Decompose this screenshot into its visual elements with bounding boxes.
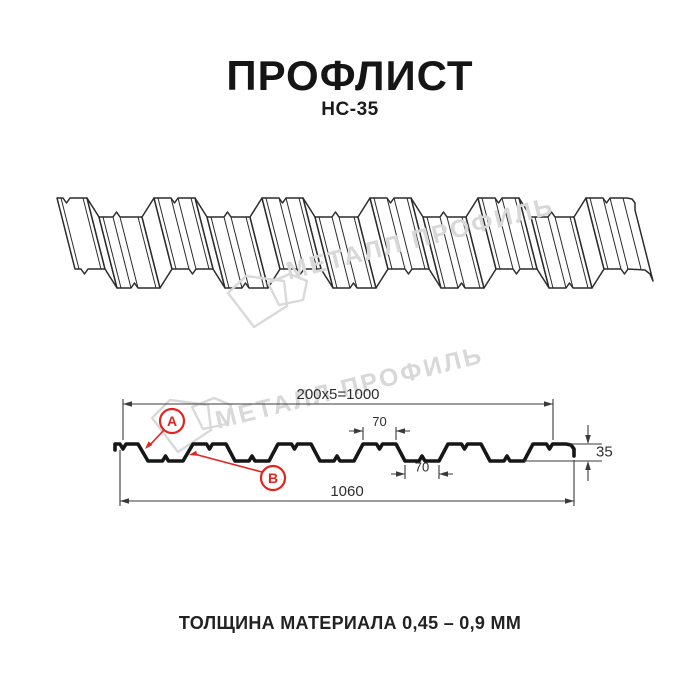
callout-b: В [189,450,287,492]
watermark-pentagon-icon [150,398,213,454]
product-code: НС-35 [321,99,379,120]
watermark-pentagon-icon [226,274,289,329]
callout-a-letter: А [167,413,177,429]
callout-a: А [145,407,186,449]
dim-overall-width: 1060 [330,483,363,500]
dim-valley-width: 70 [415,460,429,475]
dim-crest-width: 70 [372,414,386,429]
profile-3d-drawing [56,197,654,289]
callout-b-arrow-icon [189,450,198,456]
dim-coverage-width: 200x5=1000 [297,386,380,403]
profile-outline [113,442,576,463]
callout-a-arrow-icon [145,441,153,449]
material-thickness-note: ТОЛЩИНА МАТЕРИАЛА 0,45 – 0,9 ММ [178,613,522,633]
cross-section-drawing: 200x5=1000 1060 70 70 35 А В [113,386,613,506]
watermark-pentagon-icon [266,272,309,307]
dim-profile-height: 35 [596,444,613,461]
watermark-pentagon-icon [190,396,233,431]
dimension-arrows [120,401,591,504]
dimension-lines [119,399,602,506]
callout-b-letter: В [268,470,278,486]
groove-lines [60,197,642,289]
page-title: ПРОФЛИСТ [226,52,474,99]
